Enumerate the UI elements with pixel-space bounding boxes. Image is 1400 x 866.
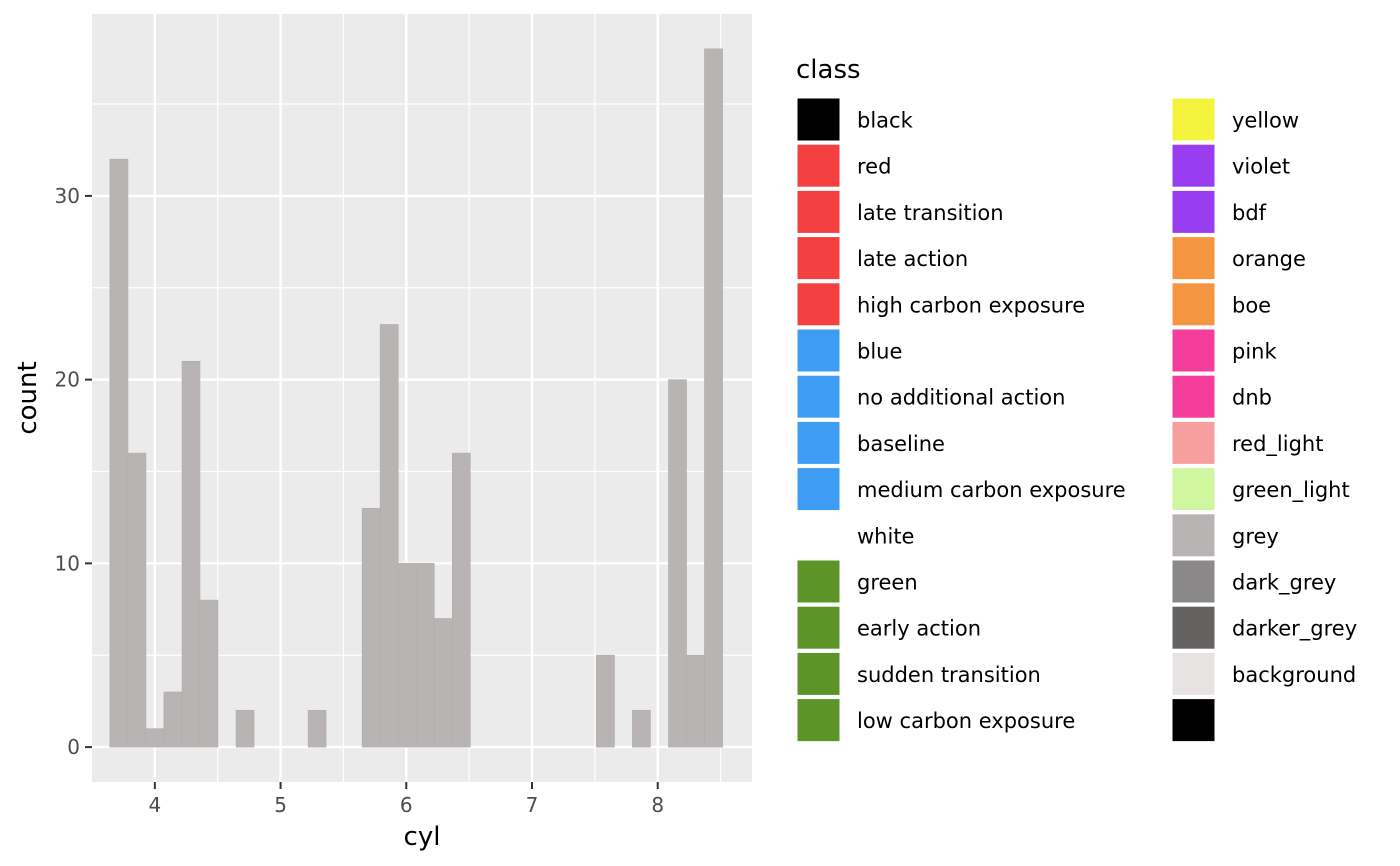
- legend-title: class: [796, 55, 861, 85]
- histogram-bar: [704, 48, 723, 748]
- legend-label: background: [1232, 663, 1356, 687]
- legend-key: [796, 143, 841, 188]
- legend-label: grey: [1232, 524, 1279, 548]
- legend-key: [1171, 420, 1216, 465]
- legend-label: green_light: [1232, 478, 1350, 503]
- histogram-bar: [361, 507, 381, 748]
- histogram-bar: [668, 379, 687, 748]
- legend-key: [1171, 374, 1216, 419]
- histogram-bar: [307, 710, 327, 748]
- y-tick-label: 10: [55, 551, 80, 575]
- x-axis-title: cyl: [404, 822, 441, 852]
- legend-key: [796, 97, 841, 142]
- x-tick-label: 5: [274, 793, 287, 817]
- histogram-bar: [415, 563, 435, 748]
- histogram-bar: [397, 563, 417, 748]
- y-tick-label: 30: [55, 184, 80, 208]
- legend-label: white: [857, 524, 914, 548]
- legend-label: early action: [857, 617, 981, 641]
- legend-label: blue: [857, 340, 902, 364]
- legend-key: [1171, 282, 1216, 327]
- legend-key: [796, 236, 841, 281]
- legend-key: [796, 605, 841, 650]
- legend-label: high carbon exposure: [857, 293, 1085, 317]
- x-axis: 4 5 6 7 8: [148, 782, 664, 817]
- legend-key: [796, 467, 841, 512]
- legend-label: baseline: [857, 432, 945, 456]
- legend-key: [796, 328, 841, 373]
- legend-key: [796, 420, 841, 465]
- legend-key: [1171, 698, 1216, 743]
- legend-label: pink: [1232, 340, 1277, 364]
- histogram-bar: [145, 728, 165, 748]
- histogram-bar: [181, 360, 201, 748]
- legend-label: orange: [1232, 247, 1306, 271]
- histogram-bar: [379, 324, 399, 748]
- x-tick-label: 6: [400, 793, 413, 817]
- legend-key: [796, 189, 841, 234]
- y-axis: 0 10 20 30: [55, 184, 92, 759]
- histogram-bar: [127, 452, 147, 748]
- x-tick-label: 8: [651, 793, 664, 817]
- legend-label: dark_grey: [1232, 571, 1336, 596]
- legend-label: red: [857, 155, 891, 179]
- legend-label: late action: [857, 247, 968, 271]
- histogram-bar: [433, 618, 453, 748]
- legend-key: [796, 282, 841, 327]
- legend-key: [1171, 97, 1216, 142]
- x-tick-label: 4: [148, 793, 161, 817]
- legend-label: darker_grey: [1232, 617, 1357, 642]
- legend-key: [796, 513, 841, 558]
- legend-key: [796, 651, 841, 696]
- histogram-bar: [596, 654, 615, 748]
- histogram-bar: [686, 654, 705, 748]
- legend-label: low carbon exposure: [857, 709, 1075, 733]
- legend-key: [796, 374, 841, 419]
- legend-key: [1171, 559, 1216, 604]
- legend-label: late transition: [857, 201, 1004, 225]
- legend-label: violet: [1232, 155, 1290, 179]
- legend: black red late transition late action high c…: [796, 97, 1357, 743]
- legend-label: dnb: [1232, 386, 1272, 410]
- legend-label: green: [857, 571, 918, 595]
- legend-key: [1171, 189, 1216, 234]
- legend-label: boe: [1232, 293, 1271, 317]
- legend-key: [1171, 467, 1216, 512]
- histogram-bar: [632, 710, 651, 748]
- legend-key: [1171, 236, 1216, 281]
- legend-label: sudden transition: [857, 663, 1041, 687]
- histogram-bar: [163, 691, 183, 748]
- legend-key: [1171, 143, 1216, 188]
- histogram-bars: [109, 48, 723, 748]
- histogram-bar: [199, 599, 219, 748]
- legend-label: red_light: [1232, 432, 1323, 457]
- legend-label: no additional action: [857, 386, 1065, 410]
- legend-label: medium carbon exposure: [857, 478, 1126, 502]
- y-axis-title: count: [13, 361, 43, 434]
- legend-label: black: [857, 109, 914, 133]
- histogram-bar: [235, 710, 255, 748]
- x-tick-label: 7: [526, 793, 539, 817]
- legend-key: [1171, 651, 1216, 696]
- legend-label: yellow: [1232, 109, 1299, 133]
- legend-key: [796, 559, 841, 604]
- y-tick-label: 0: [67, 735, 80, 759]
- legend-key: [1171, 513, 1216, 558]
- legend-label: bdf: [1232, 201, 1267, 225]
- legend-key: [1171, 328, 1216, 373]
- histogram-bar: [451, 452, 471, 748]
- histogram-bar: [109, 158, 129, 748]
- y-tick-label: 20: [55, 368, 80, 392]
- legend-key: [796, 698, 841, 743]
- legend-key: [1171, 605, 1216, 650]
